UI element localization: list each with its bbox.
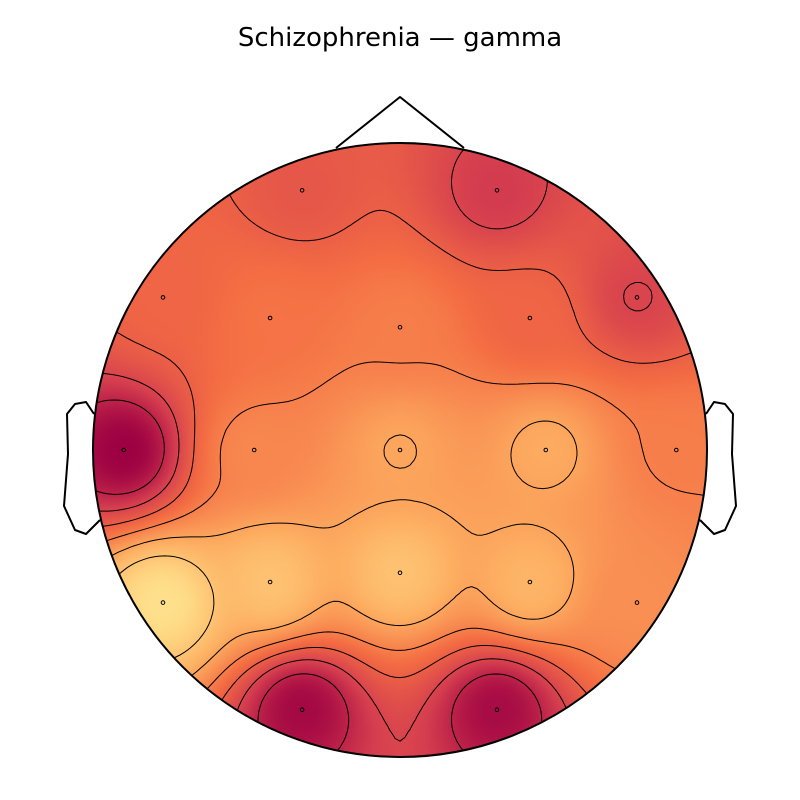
sensor-marker — [674, 447, 679, 453]
sensor-marker — [397, 570, 403, 576]
sensor-marker — [494, 188, 500, 193]
heatmap-layer — [93, 143, 707, 757]
nose-outline — [335, 96, 465, 149]
head-outline — [63, 96, 737, 758]
right-ear-outline — [699, 401, 737, 535]
sensor-marker — [267, 315, 273, 321]
sensor-marker — [299, 707, 305, 713]
sensor-markers — [121, 188, 679, 713]
sensor-marker — [160, 600, 166, 605]
sensor-marker — [494, 707, 500, 713]
head-circle — [92, 142, 708, 758]
sensor-marker — [527, 315, 533, 321]
sensor-marker — [121, 447, 126, 453]
sensor-marker — [251, 447, 257, 453]
sensor-marker — [634, 600, 640, 605]
sensor-marker — [267, 579, 273, 585]
heatmap-image — [93, 143, 707, 757]
chart-title: Schizophrenia — gamma — [238, 23, 562, 53]
sensor-marker — [634, 295, 640, 300]
sensor-marker — [397, 324, 403, 330]
sensor-marker — [299, 188, 305, 193]
sensor-marker — [543, 447, 549, 453]
left-ear-outline — [63, 401, 101, 535]
sensor-marker — [527, 579, 533, 585]
sensor-marker — [160, 295, 166, 300]
sensor-marker — [397, 447, 403, 453]
